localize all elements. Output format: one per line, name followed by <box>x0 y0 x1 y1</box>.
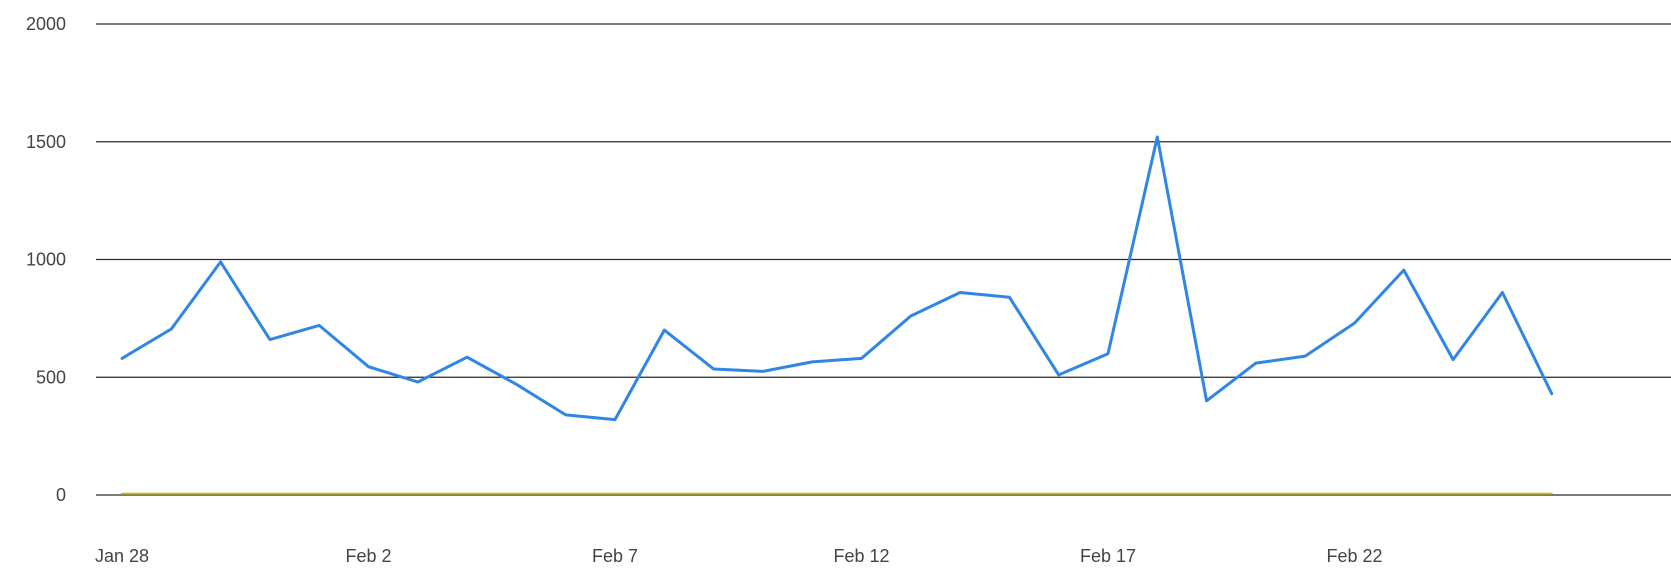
data-point <box>1254 492 1258 496</box>
data-point <box>613 418 617 422</box>
data-point <box>416 380 420 384</box>
data-point <box>909 492 913 496</box>
data-point <box>860 492 864 496</box>
y-axis-ticks: 0 500 1000 1500 2000 <box>26 14 66 505</box>
data-point <box>169 492 173 496</box>
data-point <box>1303 492 1307 496</box>
data-point <box>810 360 814 364</box>
data-point <box>1057 492 1061 496</box>
data-point <box>1057 373 1061 377</box>
data-point <box>268 492 272 496</box>
data-point <box>564 492 568 496</box>
data-point <box>613 492 617 496</box>
gridlines <box>96 23 1671 496</box>
data-point <box>1451 358 1455 362</box>
data-point <box>1550 492 1554 496</box>
data-point <box>1500 290 1504 294</box>
x-tick-label: Feb 7 <box>592 546 638 566</box>
data-point <box>317 323 321 327</box>
x-tick-label: Feb 22 <box>1326 546 1382 566</box>
data-point <box>1353 321 1357 325</box>
y-tick-label: 1500 <box>26 132 66 152</box>
x-axis-ticks: Jan 28 Feb 2 Feb 7 Feb 12 Feb 17 Feb 22 <box>95 546 1383 566</box>
data-point <box>1353 492 1357 496</box>
x-tick-label: Feb 2 <box>345 546 391 566</box>
data-point <box>909 314 913 318</box>
data-point <box>514 492 518 496</box>
data-point <box>1402 268 1406 272</box>
data-point <box>219 492 223 496</box>
data-point <box>367 365 371 369</box>
data-point <box>1007 295 1011 299</box>
data-point <box>712 367 716 371</box>
y-tick-label: 1000 <box>26 250 66 270</box>
y-tick-label: 0 <box>56 485 66 505</box>
data-point <box>1205 492 1209 496</box>
data-point <box>1106 352 1110 356</box>
data-point <box>219 260 223 264</box>
data-point <box>712 492 716 496</box>
data-point <box>120 492 124 496</box>
data-point <box>564 413 568 417</box>
x-tick-label: Jan 28 <box>95 546 149 566</box>
data-point <box>810 492 814 496</box>
y-tick-label: 2000 <box>26 14 66 34</box>
data-point <box>761 369 765 373</box>
series-lines <box>120 135 1554 496</box>
y-tick-label: 500 <box>36 367 66 387</box>
data-point <box>1155 492 1159 496</box>
data-point <box>1451 492 1455 496</box>
data-point <box>958 492 962 496</box>
series-line-1 <box>120 135 1554 422</box>
data-point <box>1205 399 1209 403</box>
data-point <box>662 328 666 332</box>
data-point <box>120 356 124 360</box>
data-point <box>268 338 272 342</box>
data-point <box>465 492 469 496</box>
data-point <box>1550 392 1554 396</box>
data-point <box>1402 492 1406 496</box>
data-point <box>1106 492 1110 496</box>
data-point <box>465 355 469 359</box>
data-point <box>169 327 173 331</box>
data-point <box>1155 135 1159 139</box>
x-tick-label: Feb 17 <box>1080 546 1136 566</box>
data-point <box>662 492 666 496</box>
x-tick-label: Feb 12 <box>833 546 889 566</box>
data-point <box>416 492 420 496</box>
data-point <box>514 382 518 386</box>
data-point <box>367 492 371 496</box>
data-point <box>1303 354 1307 358</box>
data-point <box>860 356 864 360</box>
data-point <box>1007 492 1011 496</box>
data-point <box>1500 492 1504 496</box>
data-point <box>958 290 962 294</box>
data-point <box>317 492 321 496</box>
data-point <box>761 492 765 496</box>
data-point <box>1254 361 1258 365</box>
